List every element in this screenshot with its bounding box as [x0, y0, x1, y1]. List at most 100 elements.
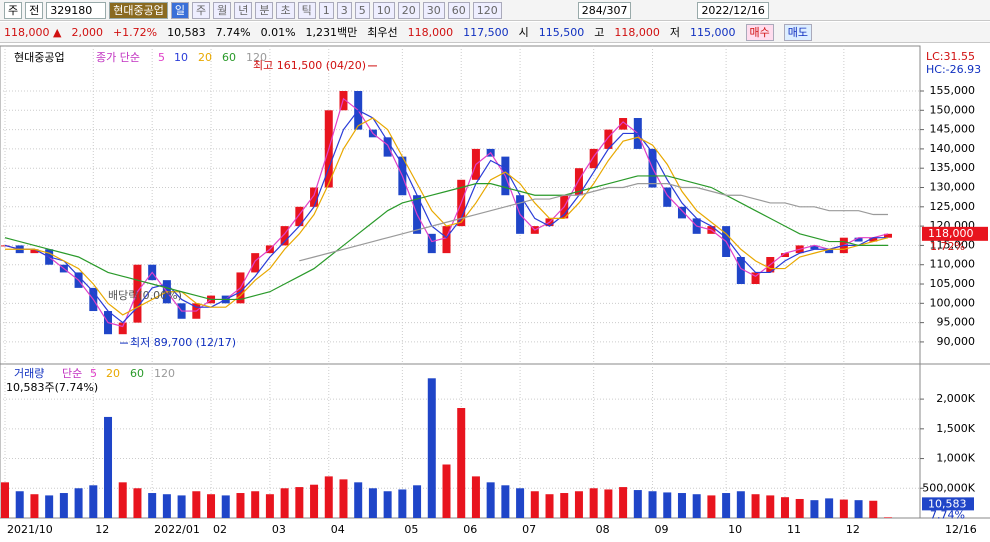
interval-btn[interactable]: 3 [336, 1, 352, 19]
legend-title: 단순 [62, 367, 82, 380]
volume-bar [795, 498, 804, 518]
last-volume-rate: 7.74% [930, 508, 965, 521]
ask: 118,000 [407, 25, 454, 39]
name-field[interactable]: 현대중공업 [109, 1, 168, 19]
y-tick-label: 100,000 [930, 296, 976, 309]
volume-bar [530, 491, 539, 518]
ma-line [4, 175, 888, 301]
legend-entry: 10 [174, 51, 188, 64]
rate: +1.72% [112, 25, 158, 39]
interval-btn[interactable]: 120 [472, 1, 502, 19]
min-annotation: 최저 89,700 (12/17) [130, 336, 236, 349]
volume-bar [648, 491, 657, 518]
volume-bar [1, 482, 9, 518]
candle [736, 256, 745, 285]
interval-btn[interactable]: 20 [397, 1, 420, 19]
candle [884, 233, 892, 238]
candle [869, 237, 878, 242]
volume-bar [604, 489, 613, 518]
market-select[interactable]: 주 [4, 1, 23, 19]
legend-entry: 5 [158, 51, 165, 64]
high: 118,000 [614, 25, 660, 39]
period-btn[interactable]: 일 [170, 1, 189, 19]
date-field[interactable]: 2022/12/16 [697, 1, 769, 19]
candle [442, 226, 451, 254]
volume-bar [413, 485, 422, 518]
candle [619, 118, 628, 130]
y-tick-label: 110,000 [930, 258, 976, 271]
volume-bar [501, 485, 510, 518]
buy-btn[interactable]: 매수 [745, 23, 774, 41]
x-tick-label: 12 [95, 523, 109, 536]
x-tick-label: 06 [463, 523, 477, 536]
period-btn[interactable]: 주 [191, 1, 211, 19]
x-tick-label: 04 [331, 523, 345, 536]
panel-subtitle: 10,583주(7.74%) [6, 381, 98, 394]
volume-bar [545, 494, 554, 518]
interval-btn[interactable]: 30 [422, 1, 445, 19]
x-tick-label: 11 [787, 523, 801, 536]
candle [677, 206, 686, 219]
code-input[interactable]: 329180 [46, 1, 107, 19]
volume-bar [692, 494, 701, 518]
volume-bar [869, 500, 878, 518]
x-tick-label: 02 [213, 523, 227, 536]
low: 115,000 [690, 25, 736, 39]
ma-line [299, 183, 888, 262]
candle [825, 249, 834, 254]
candle [30, 249, 39, 254]
y-tick-label: 1,000K [936, 452, 975, 465]
candle [118, 322, 127, 335]
y-tick-label: 130,000 [930, 181, 976, 194]
volume-bar [295, 487, 304, 518]
prev-select[interactable]: 전 [25, 1, 44, 19]
y-tick-label: 150,000 [930, 103, 976, 116]
quote-bar: 118,000 ▲ 2,000 +1.72% 10,583 7.74% 0.01… [0, 22, 990, 43]
y-tick-label: 135,000 [930, 161, 976, 174]
volume-bar [663, 492, 672, 518]
volume-bar [265, 494, 274, 518]
total: /307 [602, 3, 628, 17]
interval-btn[interactable]: 10 [372, 1, 395, 19]
volume-bar [339, 479, 348, 518]
volume-bar [619, 487, 628, 518]
interval-btn[interactable]: 5 [354, 1, 370, 19]
interval-btn[interactable]: 60 [447, 1, 470, 19]
y-tick-label: 115,000 [930, 238, 976, 251]
volume-bar [310, 484, 319, 518]
last-price-box [922, 226, 988, 241]
x-tick-label: 10 [728, 523, 742, 536]
legend-entry: 120 [246, 51, 267, 64]
volume-bar [324, 476, 333, 518]
count-field[interactable]: 284/307 [577, 1, 632, 19]
volume-bar [677, 493, 686, 518]
volume-bar [207, 494, 216, 518]
y-tick-label: 90,000 [937, 335, 976, 348]
ma-line [4, 109, 888, 324]
volume-bar [427, 378, 436, 518]
max-annotation: 최고 161,500 (04/20) [253, 59, 366, 72]
panel-title: 거래량 [14, 367, 44, 380]
volume-bar [177, 495, 186, 518]
volume-bar [354, 482, 363, 518]
volume-bar [30, 494, 39, 518]
x-tick-label: 05 [404, 523, 418, 536]
period-btn[interactable]: 년 [234, 1, 253, 19]
period-btn[interactable]: 분 [255, 1, 274, 19]
bid: 117,500 [463, 25, 509, 39]
hc-label: HC:-26.93 [926, 63, 981, 76]
period-btn[interactable]: 월 [213, 1, 232, 19]
candle [251, 253, 260, 273]
period-btn[interactable]: 틱 [297, 1, 316, 19]
interval-btn[interactable]: 1 [318, 1, 334, 19]
legend-entry: 5 [90, 367, 97, 380]
sell-btn[interactable]: 매도 [783, 23, 813, 41]
period-btn[interactable]: 초 [276, 1, 295, 19]
last-volume-label: 10,583 [928, 497, 967, 510]
x-tick-label: 07 [522, 523, 536, 536]
volume-bar [633, 490, 642, 518]
best-label: 최우선 [367, 26, 398, 39]
last-price-label: 118,000 [928, 227, 974, 240]
candle [427, 233, 436, 254]
